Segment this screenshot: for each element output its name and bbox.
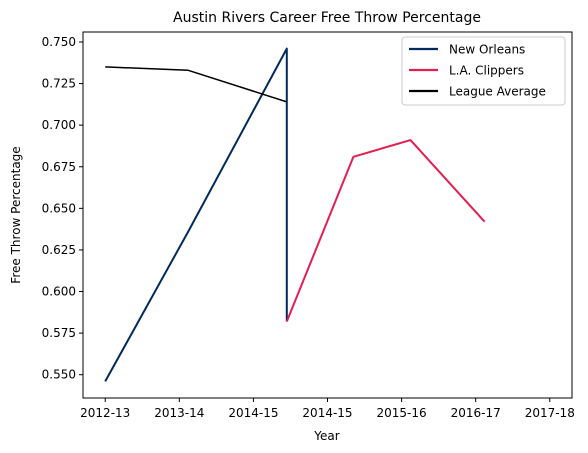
x-tick-label-6: 2017-18	[525, 406, 575, 420]
y-tick-label-5: 0.675	[42, 160, 76, 174]
y-tick-label-8: 0.750	[42, 35, 76, 49]
y-tick-label-0: 0.550	[42, 368, 76, 382]
x-tick-label-1: 2013-14	[154, 406, 204, 420]
y-axis-label: Free Throw Percentage	[9, 146, 23, 283]
x-axis-label: Year	[313, 429, 339, 443]
x-tick-label-2: 2014-15	[228, 406, 278, 420]
y-tick-label-3: 0.625	[42, 243, 76, 257]
chart-title: Austin Rivers Career Free Throw Percenta…	[173, 10, 481, 26]
x-tick-label-4: 2015-16	[377, 406, 427, 420]
x-tick-label-5: 2016-17	[451, 406, 501, 420]
legend: New Orleans L.A. Clippers League Average	[402, 37, 565, 105]
x-tick-label-3: 2014-15	[302, 406, 352, 420]
y-tick-label-4: 0.650	[42, 201, 76, 215]
legend-label-new-orleans: New Orleans	[449, 43, 525, 57]
y-tick-label-1: 0.575	[42, 326, 76, 340]
y-tick-label-2: 0.600	[42, 285, 76, 299]
x-tick-label-0: 2012-13	[80, 406, 130, 420]
y-tick-label-7: 0.725	[42, 77, 76, 91]
legend-label-league-average: League Average	[449, 85, 546, 99]
legend-label-l-a-clippers: L.A. Clippers	[449, 64, 524, 78]
y-tick-label-6: 0.700	[42, 118, 76, 132]
